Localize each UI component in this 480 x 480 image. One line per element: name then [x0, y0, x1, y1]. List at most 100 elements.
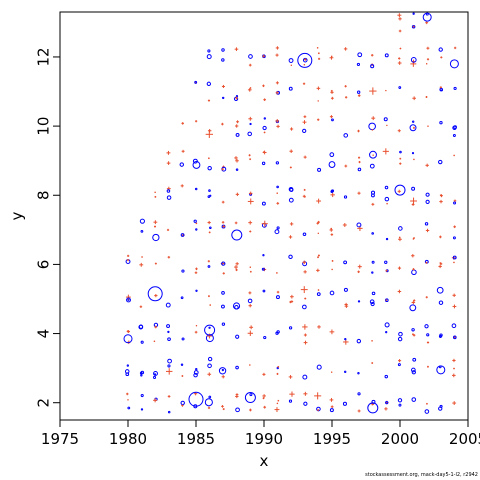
positive-residual-marker	[317, 118, 320, 121]
positive-residual-marker	[234, 156, 238, 160]
negative-residual-marker	[288, 187, 294, 192]
negative-residual-marker	[411, 151, 415, 155]
negative-residual-marker	[193, 370, 199, 375]
negative-residual-marker	[385, 330, 388, 334]
positive-residual-marker	[235, 262, 239, 266]
negative-residual-marker	[235, 132, 240, 137]
positive-residual-marker	[235, 394, 239, 399]
positive-residual-marker	[222, 272, 225, 275]
positive-residual-marker	[277, 399, 280, 402]
negative-residual-marker	[398, 226, 403, 231]
positive-residual-marker	[153, 398, 158, 403]
negative-residual-marker	[438, 47, 443, 52]
negative-residual-marker	[316, 292, 321, 296]
negative-residual-marker	[316, 364, 322, 370]
positive-residual-marker	[195, 267, 198, 271]
negative-residual-marker	[384, 374, 388, 379]
negative-residual-marker	[127, 406, 131, 410]
positive-residual-marker	[370, 53, 374, 57]
negative-residual-marker	[204, 324, 216, 336]
positive-residual-marker	[154, 195, 157, 198]
positive-residual-marker	[302, 120, 307, 125]
y-tick-label: 10	[35, 117, 53, 136]
negative-residual-marker	[274, 229, 280, 235]
plot-points	[123, 12, 459, 414]
negative-residual-marker	[385, 298, 389, 302]
positive-residual-marker	[221, 84, 225, 88]
positive-residual-marker	[412, 126, 415, 129]
negative-residual-marker	[179, 162, 184, 167]
positive-residual-marker	[317, 220, 320, 224]
negative-residual-marker	[194, 187, 198, 191]
negative-residual-marker	[357, 90, 361, 94]
positive-residual-marker	[425, 63, 428, 65]
negative-residual-marker	[167, 337, 171, 342]
negative-residual-marker	[288, 399, 293, 403]
negative-residual-marker	[453, 86, 457, 91]
negative-residual-marker	[436, 365, 446, 375]
negative-residual-marker	[140, 230, 144, 233]
positive-residual-marker	[206, 333, 212, 339]
negative-residual-marker	[439, 88, 444, 92]
positive-residual-marker	[302, 260, 307, 265]
positive-residual-marker	[453, 154, 455, 157]
negative-residual-marker	[328, 161, 336, 168]
negative-residual-marker	[357, 52, 363, 58]
positive-residual-marker	[275, 46, 280, 50]
negative-residual-marker	[221, 291, 225, 295]
negative-residual-marker	[180, 363, 184, 366]
positive-residual-marker	[302, 82, 306, 85]
negative-residual-marker	[261, 267, 265, 271]
positive-residual-marker	[234, 221, 238, 225]
negative-residual-marker	[398, 403, 402, 407]
negative-residual-marker	[384, 185, 389, 190]
positive-residual-marker	[126, 330, 129, 333]
positive-residual-marker	[317, 289, 320, 291]
negative-residual-marker	[343, 287, 348, 292]
positive-residual-marker	[451, 373, 456, 378]
positive-residual-marker	[248, 63, 252, 67]
negative-residual-marker	[235, 168, 239, 171]
positive-residual-marker	[357, 264, 362, 269]
positive-residual-marker	[290, 64, 292, 66]
negative-residual-marker	[140, 408, 144, 411]
positive-residual-marker	[331, 260, 334, 262]
positive-residual-marker	[222, 408, 225, 411]
negative-residual-marker	[398, 86, 402, 89]
positive-residual-marker	[410, 197, 417, 205]
negative-residual-marker	[167, 364, 171, 368]
negative-residual-marker	[436, 286, 444, 294]
positive-residual-marker	[195, 325, 198, 327]
positive-residual-marker	[330, 405, 334, 409]
positive-residual-marker	[290, 294, 294, 299]
negative-residual-marker	[371, 232, 374, 235]
negative-residual-marker	[261, 201, 266, 206]
positive-residual-marker	[262, 394, 266, 398]
negative-residual-marker	[357, 392, 361, 396]
negative-residual-marker	[357, 300, 361, 303]
positive-residual-marker	[207, 295, 210, 298]
positive-residual-marker	[331, 371, 333, 373]
negative-residual-marker	[329, 290, 335, 296]
negative-residual-marker	[192, 158, 198, 164]
positive-residual-marker	[385, 89, 387, 92]
positive-residual-marker	[303, 155, 307, 159]
negative-residual-marker	[231, 229, 243, 241]
negative-residual-marker	[342, 401, 347, 406]
positive-residual-marker	[167, 255, 171, 259]
positive-residual-marker	[235, 158, 239, 163]
negative-residual-marker	[180, 233, 185, 237]
positive-residual-marker	[317, 325, 321, 329]
negative-residual-marker	[153, 373, 157, 376]
positive-residual-marker	[344, 304, 349, 308]
negative-residual-marker	[244, 392, 256, 404]
negative-residual-marker	[221, 58, 225, 62]
positive-residual-marker	[166, 161, 171, 165]
positive-residual-marker	[277, 365, 280, 368]
negative-residual-marker	[221, 48, 225, 52]
positive-residual-marker	[412, 333, 416, 337]
positive-residual-marker	[357, 129, 360, 133]
positive-residual-marker	[344, 164, 348, 168]
positive-residual-marker	[139, 305, 143, 308]
negative-residual-marker	[206, 54, 212, 60]
